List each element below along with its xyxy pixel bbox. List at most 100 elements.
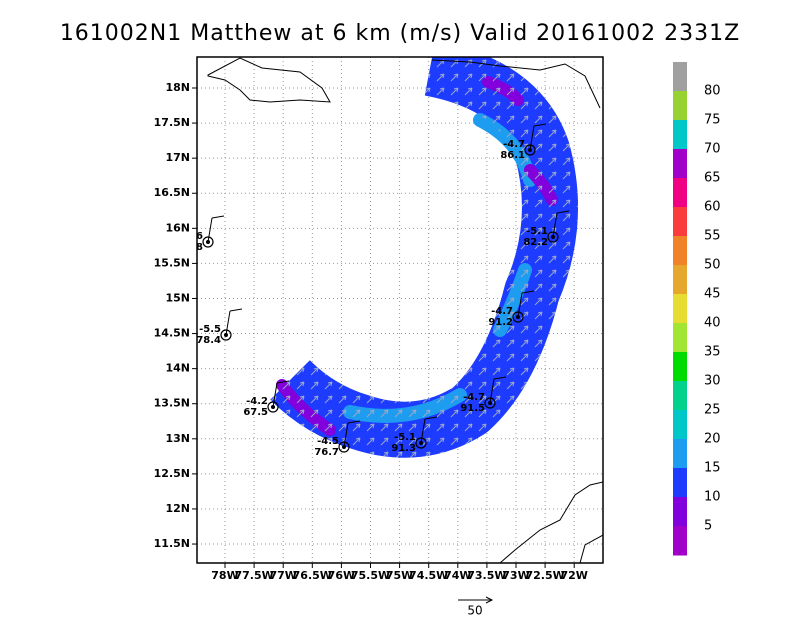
x-tick-label: 75.5W — [351, 569, 390, 582]
y-tick-label: 13.5N — [154, 397, 190, 410]
station-marker — [220, 329, 232, 341]
colorbar-label: 10 — [704, 490, 721, 505]
station-value: 91.2 — [488, 317, 513, 328]
colorbar-label: 65 — [704, 171, 721, 186]
station-shear: 6 — [196, 231, 203, 242]
colorbar-segment — [673, 178, 687, 208]
x-tick-label: 74.5W — [409, 569, 448, 582]
station-marker — [547, 231, 559, 243]
wind-barb — [343, 422, 349, 448]
wind-barb-flag — [276, 380, 290, 384]
colorbar-label: 20 — [704, 432, 721, 447]
station-shear: -5.5 — [199, 324, 221, 335]
wind-barb — [552, 212, 558, 238]
y-tick-label: 12.5N — [154, 467, 190, 480]
station-value: 86.1 — [500, 150, 525, 161]
x-tick-label: 74W — [444, 569, 471, 582]
station-marker — [512, 311, 524, 323]
y-tick-label: 16N — [165, 221, 190, 234]
station-shear: -4.5 — [317, 436, 339, 447]
wind-barb — [420, 418, 426, 444]
station-value: 78.4 — [196, 335, 221, 346]
wind-barb-flag — [211, 215, 225, 219]
y-tick-label: 17N — [165, 151, 190, 164]
y-tick-label: 14N — [165, 362, 190, 375]
x-tick-label: 72W — [560, 569, 587, 582]
colorbar-label: 80 — [704, 84, 721, 99]
colorbar-segment — [673, 265, 687, 295]
coastlines — [207, 57, 603, 563]
y-tick-label: 18N — [165, 81, 190, 94]
colorbar-segment — [673, 294, 687, 324]
wind-field — [270, 57, 578, 458]
colorbar-segment — [673, 91, 687, 121]
x-tick-label: 76W — [328, 569, 355, 582]
colorbar-label: 45 — [704, 287, 721, 302]
x-tick-label: 72.5W — [525, 569, 564, 582]
wind-barb — [225, 310, 231, 336]
station-value: 91.5 — [460, 403, 485, 414]
wind-barb-flag — [229, 308, 243, 312]
wind-barb — [272, 382, 278, 408]
station-marker — [415, 437, 427, 449]
wind-barb — [489, 378, 495, 404]
wind-barb-flag — [521, 290, 535, 294]
y-tick-label: 15.5N — [154, 256, 190, 269]
station-marker — [524, 144, 536, 156]
colorbar-segment — [673, 439, 687, 469]
station-shear: -4.7 — [503, 139, 525, 150]
x-tick-label: 77.5W — [234, 569, 273, 582]
colorbar-label: 40 — [704, 316, 721, 331]
y-tick-label: 16.5N — [154, 186, 190, 199]
y-tick-label: 17.5N — [154, 116, 190, 129]
x-tick-label: 78W — [211, 569, 238, 582]
colorbar-label: 55 — [704, 229, 721, 244]
colorbar-label: 25 — [704, 403, 721, 418]
axes: 18N 17.5N 17N 16.5N 16N 15.5N 15N 14.5N 14N 13.5N… — [154, 81, 588, 582]
colorbar-segment — [673, 526, 687, 556]
station-shear: -4.2 — [246, 396, 268, 407]
station-shear: -4.7 — [491, 306, 513, 317]
colorbar-label: 5 — [704, 519, 712, 534]
station-shear: -5.1 — [526, 226, 548, 237]
colorbar-segment — [673, 468, 687, 498]
colorbar-segment — [673, 323, 687, 353]
wind-barb-flag — [347, 420, 361, 424]
station-value: 91.3 — [391, 443, 416, 454]
title: 161002N1 Matthew at 6 km (m/s) Valid 201… — [60, 21, 740, 46]
colorbar-segment — [673, 120, 687, 150]
x-tick-label: 73.5W — [467, 569, 506, 582]
colorbar-label: 75 — [704, 113, 721, 128]
colorbar-segment — [673, 352, 687, 382]
plot-area: 68-5.578.4-4.267.5-4.576.7-5.191.3-4.791… — [196, 57, 603, 563]
station-value: 67.5 — [243, 407, 268, 418]
station-shear: -5.1 — [394, 432, 416, 443]
colorbar-segment — [673, 410, 687, 440]
reference-vector: 50 — [458, 596, 494, 618]
wind-barb-flag — [556, 210, 570, 214]
wind-barb-flag — [493, 376, 507, 380]
x-tick-label: 76.5W — [293, 569, 332, 582]
x-tick-label: 73W — [502, 569, 529, 582]
colorbar-label: 15 — [704, 461, 721, 476]
station-marker — [484, 397, 496, 409]
colorbar-segment — [673, 207, 687, 237]
reference-vector-label: 50 — [467, 604, 482, 618]
y-tick-label: 11.5N — [154, 537, 190, 550]
colorbar-label: 50 — [704, 258, 721, 273]
station-shear: -4.7 — [463, 392, 485, 403]
station-value: 82.2 — [523, 237, 548, 248]
colorbar: 80 75 70 65 60 55 50 45 40 35 30 25 20 15 10 5 — [673, 62, 721, 556]
colorbar-label: 35 — [704, 345, 721, 360]
wind-barb-flag — [533, 123, 547, 127]
colorbar-segment — [673, 149, 687, 179]
colorbar-label: 30 — [704, 374, 721, 389]
station-marker — [267, 401, 279, 413]
colorbar-label: 60 — [704, 200, 721, 215]
grid — [197, 57, 603, 563]
wind-barb — [207, 217, 213, 243]
colorbar-segment — [673, 381, 687, 411]
wind-barb — [529, 125, 535, 151]
x-tick-label: 75W — [386, 569, 413, 582]
